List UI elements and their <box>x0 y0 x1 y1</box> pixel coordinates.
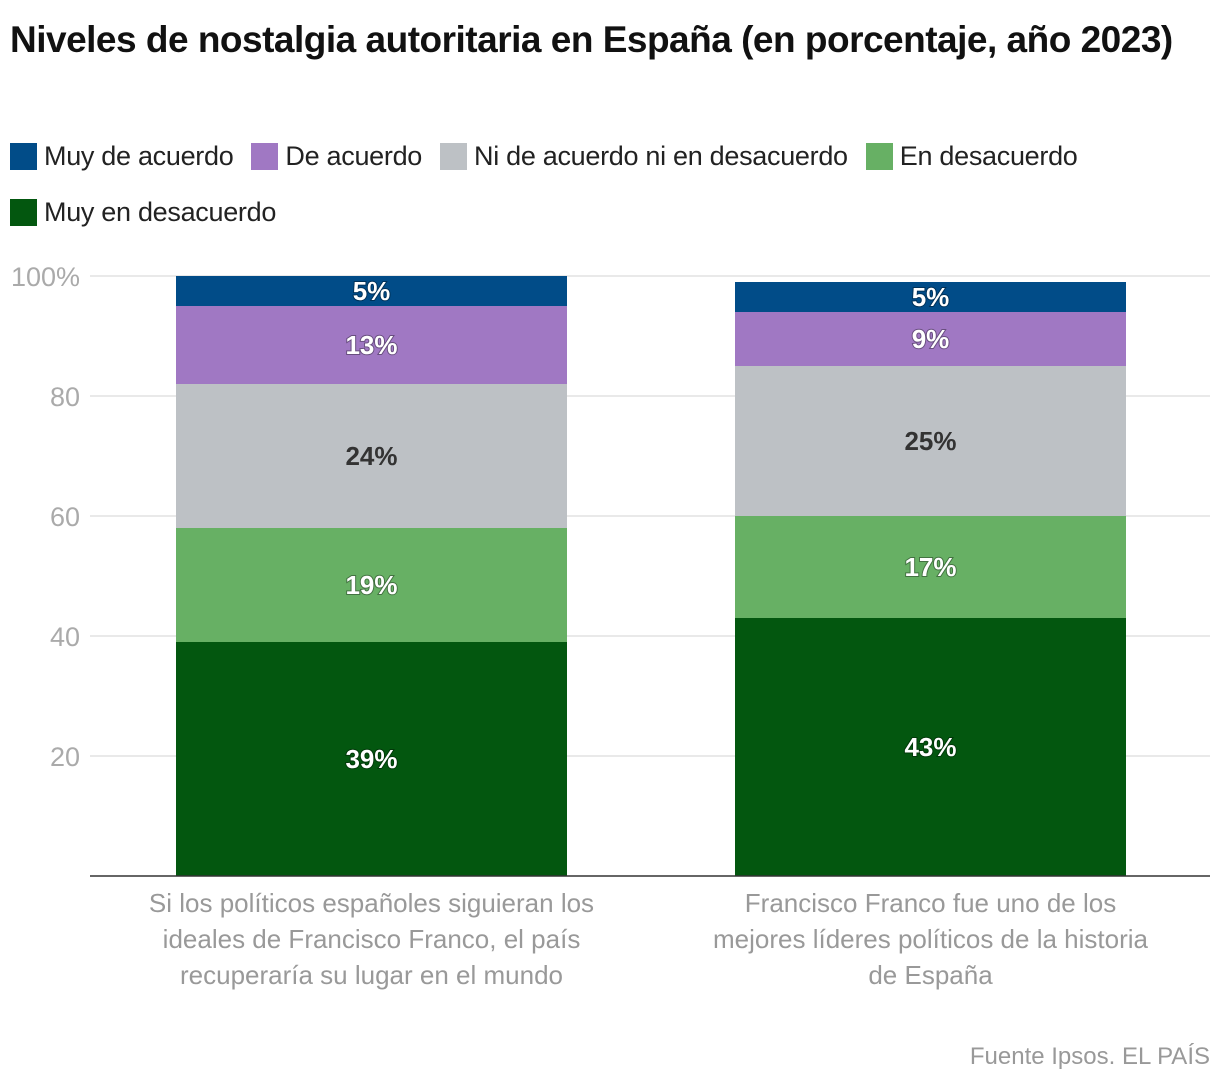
data-label: 43% <box>904 732 956 762</box>
x-tick-label: mejores líderes políticos de la historia <box>713 924 1149 954</box>
legend-label: Muy de acuerdo <box>44 140 234 171</box>
y-tick-label: 20 <box>50 742 80 772</box>
x-tick-label: recuperaría su lugar en el mundo <box>180 960 563 990</box>
bar-segment <box>735 282 1126 312</box>
legend-item: Ni de acuerdo ni en desacuerdo <box>440 140 848 172</box>
legend-swatch <box>10 142 37 170</box>
x-tick-label: Francisco Franco fue uno de los <box>745 888 1116 918</box>
data-label: 25% <box>904 426 956 456</box>
legend-label: Ni de acuerdo ni en desacuerdo <box>474 140 848 171</box>
data-label: 9% <box>912 324 950 354</box>
x-tick-label: de España <box>868 960 993 990</box>
legend-swatch <box>10 198 37 226</box>
data-label: 13% <box>345 330 397 360</box>
source-note: Fuente Ipsos. EL PAÍS <box>969 1043 1210 1070</box>
y-tick-label: 100% <box>11 262 80 292</box>
legend-swatch <box>251 142 279 170</box>
data-label: 5% <box>353 276 391 306</box>
data-label: 24% <box>345 441 397 471</box>
bar-segment <box>735 618 1126 876</box>
bar-segment <box>735 312 1126 366</box>
data-label: 17% <box>904 552 956 582</box>
bar-segment <box>176 528 567 642</box>
x-tick-label: ideales de Francisco Franco, el país <box>163 924 581 954</box>
y-tick-label: 60 <box>50 502 80 532</box>
legend-label: Muy en desacuerdo <box>44 196 277 227</box>
legend-item: Muy en desacuerdo <box>10 196 276 228</box>
data-label: 39% <box>345 744 397 774</box>
x-tick-label: Si los políticos españoles siguieran los <box>149 888 594 918</box>
legend-item: En desacuerdo <box>865 140 1078 172</box>
legend-label: De acuerdo <box>285 140 423 171</box>
legend-label: En desacuerdo <box>899 140 1078 171</box>
bar-segment <box>176 384 567 528</box>
legend: Muy de acuerdo De acuerdo Ni de acuerdo ni… <box>10 140 1210 228</box>
bar-segment <box>735 366 1126 516</box>
y-tick-label: 80 <box>50 382 80 412</box>
chart-title: Niveles de nostalgia autoritaria en Espa… <box>10 19 1173 60</box>
legend-item: Muy de acuerdo <box>10 140 234 172</box>
bar-segment <box>176 642 567 876</box>
bar-segment <box>735 516 1126 618</box>
data-label: 5% <box>912 282 950 312</box>
legend-item: De acuerdo <box>251 140 422 172</box>
legend-swatch <box>865 142 893 170</box>
data-label: 19% <box>345 570 397 600</box>
bar-segment <box>176 306 567 384</box>
bar-segment <box>176 276 567 306</box>
legend-swatch <box>440 142 468 170</box>
y-tick-label: 40 <box>50 622 80 652</box>
